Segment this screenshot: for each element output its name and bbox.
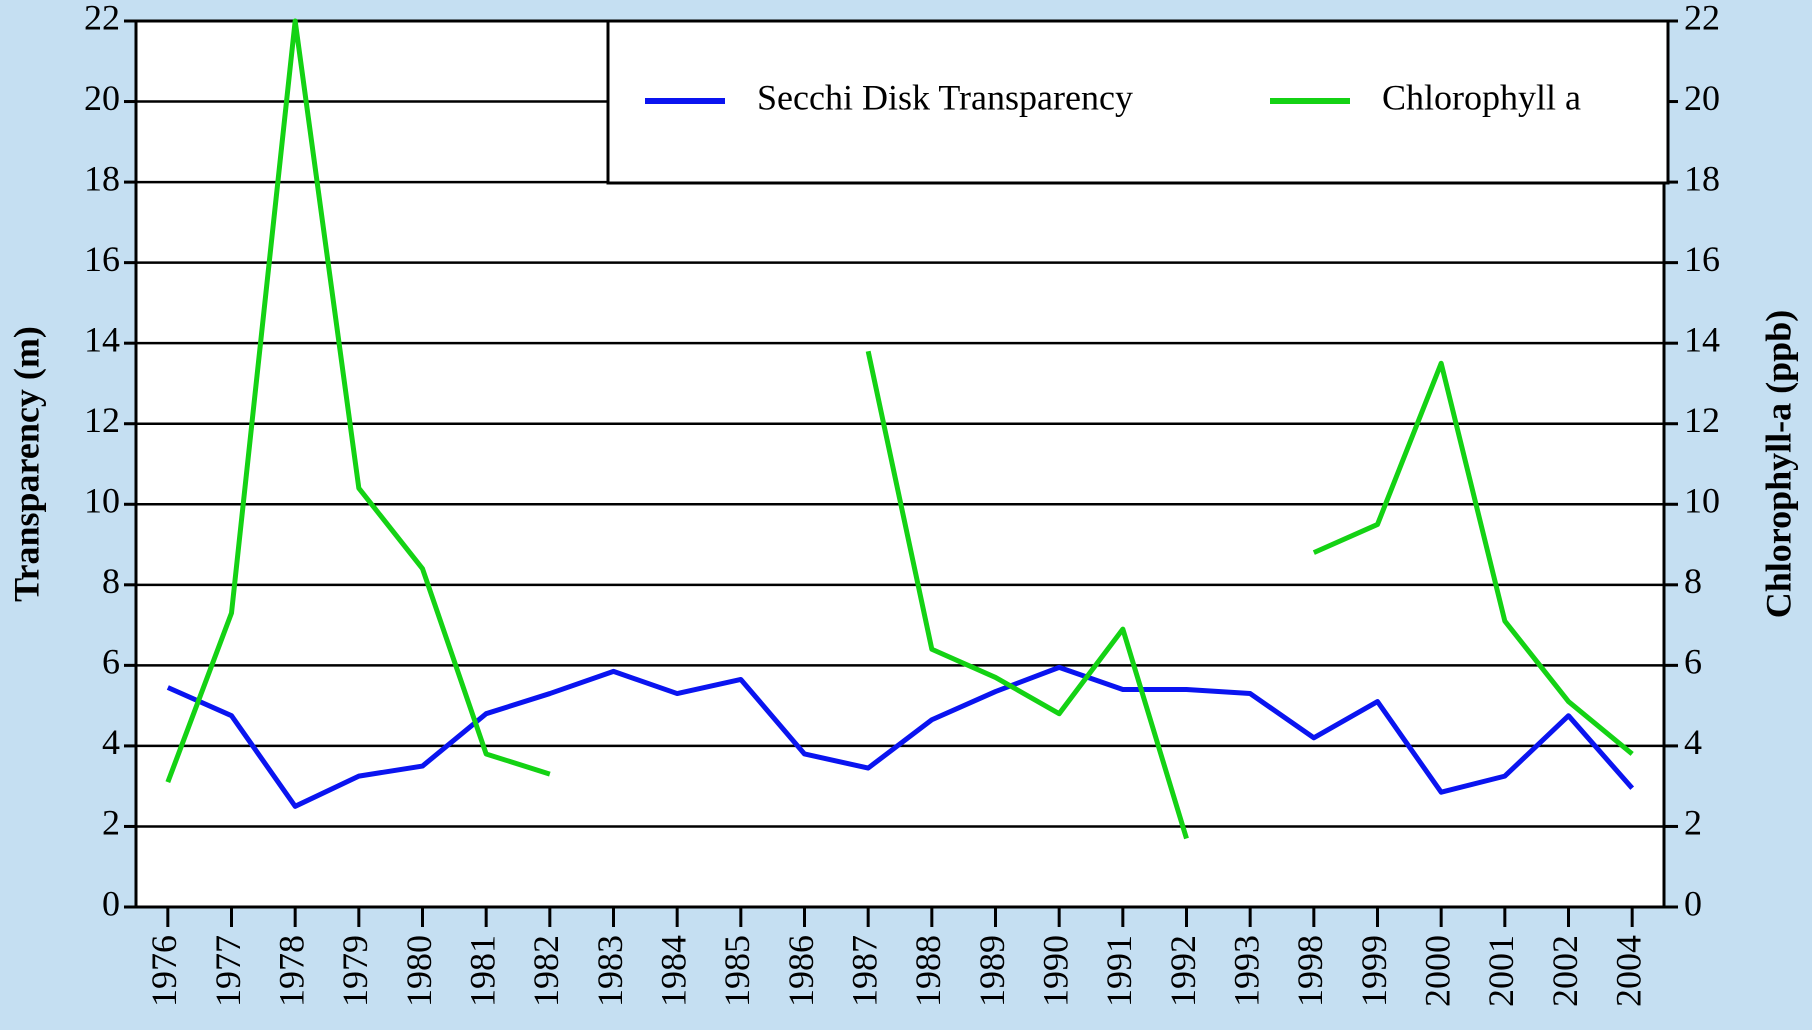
y2-tick-label: 16 — [1684, 239, 1720, 279]
y2-tick-label: 10 — [1684, 481, 1720, 521]
legend-box — [606, 19, 1670, 185]
x-tick-label: 1988 — [908, 935, 948, 1007]
series-line — [165, 18, 1634, 840]
y-tick-label: 8 — [102, 561, 120, 601]
y-tick-label: 16 — [84, 239, 120, 279]
x-tick-label: 1998 — [1290, 935, 1330, 1007]
y2-tick-label: 20 — [1684, 78, 1720, 118]
y2-tick-label: 6 — [1684, 642, 1702, 682]
x-tick-label: 1979 — [335, 935, 375, 1007]
x-tick-label: 1991 — [1099, 935, 1139, 1007]
series-line — [166, 664, 1635, 809]
legend-label: Secchi Disk Transparency — [757, 77, 1133, 117]
x-tick-label: 2004 — [1608, 935, 1648, 1007]
y-tick-label: 10 — [84, 481, 120, 521]
x-tick-label: 1986 — [781, 935, 821, 1007]
y2-tick-label: 14 — [1684, 319, 1720, 359]
x-tick-label: 1977 — [208, 935, 248, 1007]
x-tick-label: 1978 — [271, 935, 311, 1007]
x-tick-label: 1976 — [144, 935, 184, 1007]
y-tick-label: 4 — [102, 722, 120, 762]
y-tick-label: 12 — [84, 400, 120, 440]
x-tick-label: 1980 — [399, 935, 439, 1007]
y2-tick-label: 18 — [1684, 158, 1720, 198]
y-axis-label: Transparency (m) — [6, 326, 46, 602]
x-tick-label: 2001 — [1481, 935, 1521, 1007]
x-tick-label: 2000 — [1417, 935, 1457, 1007]
x-tick-label: 1984 — [653, 935, 693, 1007]
y2-axis-label: Chlorophyll-a (ppb) — [1758, 310, 1798, 618]
y-tick-label: 20 — [84, 78, 120, 118]
y2-tick-label: 22 — [1684, 0, 1720, 37]
y2-tick-label: 0 — [1684, 883, 1702, 923]
x-tick-label: 2002 — [1545, 935, 1585, 1007]
x-tick-label: 1985 — [717, 935, 757, 1007]
legend-label: Chlorophyll a — [1382, 77, 1581, 117]
y-tick-label: 0 — [102, 883, 120, 923]
y2-tick-label: 4 — [1684, 722, 1702, 762]
y-tick-label: 6 — [102, 642, 120, 682]
x-tick-label: 1989 — [972, 935, 1012, 1007]
x-tick-label: 1982 — [526, 935, 566, 1007]
y-tick-label: 22 — [84, 0, 120, 37]
x-tick-label: 1999 — [1354, 935, 1394, 1007]
x-tick-label: 1992 — [1163, 935, 1203, 1007]
x-tick-label: 1990 — [1035, 935, 1075, 1007]
x-tick-label: 1987 — [844, 935, 884, 1007]
y-tick-label: 14 — [84, 319, 120, 359]
x-tick-label: 1993 — [1226, 935, 1266, 1007]
y-tick-label: 18 — [84, 158, 120, 198]
y2-tick-label: 12 — [1684, 400, 1720, 440]
y2-tick-label: 8 — [1684, 561, 1702, 601]
x-tick-label: 1981 — [462, 935, 502, 1007]
x-tick-label: 1983 — [590, 935, 630, 1007]
y-tick-label: 2 — [102, 803, 120, 843]
y2-tick-label: 2 — [1684, 803, 1702, 843]
